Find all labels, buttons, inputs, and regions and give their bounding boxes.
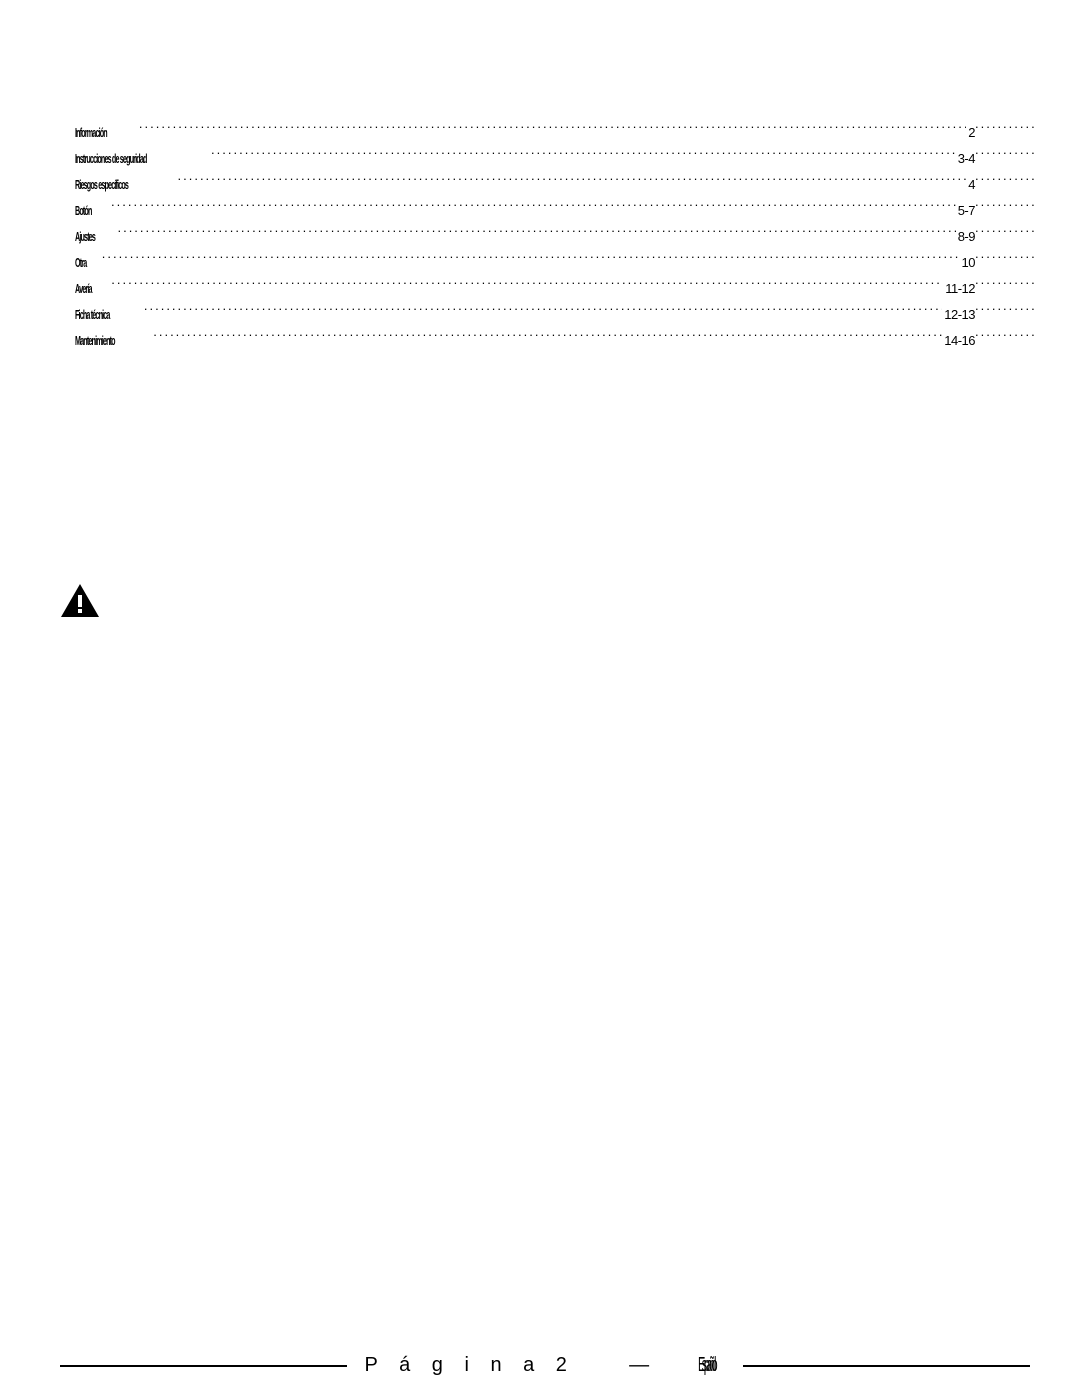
toc-page: 4 xyxy=(966,172,975,198)
toc-page: 5-7 xyxy=(956,198,975,224)
toc-leader xyxy=(111,202,956,215)
toc-leader-trail xyxy=(975,254,1035,267)
toc-leader-trail xyxy=(975,306,1035,319)
toc-label: Instrucciones de seguridad xyxy=(75,146,150,172)
toc-row: Ajustes 8-9 xyxy=(75,224,1035,250)
toc-page: 2 xyxy=(966,120,975,146)
toc-row: Botón 5-7 xyxy=(75,198,1035,224)
toc-leader xyxy=(178,176,967,189)
warning-icon xyxy=(60,583,100,619)
toc-leader xyxy=(139,124,966,137)
toc-label: Información xyxy=(75,120,110,146)
toc-label: Riesgos específicos xyxy=(75,172,131,198)
toc-page: 12-13 xyxy=(942,302,975,328)
toc-label: Mantenimiento xyxy=(75,328,118,354)
toc-label: Avería xyxy=(75,276,95,302)
toc-leader-trail xyxy=(975,280,1035,293)
footer-language: E s p a ñ o l xyxy=(698,1354,713,1377)
toc-leader-trail xyxy=(975,332,1035,345)
toc-row: Otra 10 xyxy=(75,250,1035,276)
footer-page-label: P á g i n a 2 xyxy=(365,1354,575,1376)
toc-page: 11-12 xyxy=(943,276,975,302)
page-footer: P á g i n a 2 — E s p a ñ o l xyxy=(60,1354,1030,1377)
toc-leader xyxy=(102,254,960,267)
toc-label: Botón xyxy=(75,198,95,224)
toc-page: 3-4 xyxy=(956,146,975,172)
toc-row: Riesgos específicos 4 xyxy=(75,172,1035,198)
toc-page: 14-16 xyxy=(942,328,975,354)
footer-rule-right xyxy=(743,1365,1030,1367)
toc-row: Información 2 xyxy=(75,120,1035,146)
toc-container: Información 2 Instrucciones de seguridad… xyxy=(75,120,1035,354)
toc-leader-trail xyxy=(975,150,1035,163)
toc-leader xyxy=(111,280,943,293)
toc-label: Ficha técnica xyxy=(75,302,113,328)
toc-leader-trail xyxy=(975,202,1035,215)
toc-page: 10 xyxy=(960,250,975,276)
toc-row: Ficha técnica 12-13 xyxy=(75,302,1035,328)
toc-leader xyxy=(153,332,942,345)
toc-leader xyxy=(117,228,955,241)
toc-page: 8-9 xyxy=(956,224,975,250)
toc-row: Avería 11-12 xyxy=(75,276,1035,302)
footer-dash: — xyxy=(629,1354,657,1376)
toc-row: Mantenimiento 14-16 xyxy=(75,328,1035,354)
toc-row: Instrucciones de seguridad 3-4 xyxy=(75,146,1035,172)
toc-leader-trail xyxy=(975,176,1035,189)
toc-leader-trail xyxy=(975,124,1035,137)
footer-text: P á g i n a 2 — E s p a ñ o l xyxy=(365,1354,726,1377)
toc-label: Ajustes xyxy=(75,224,98,250)
toc-leader xyxy=(144,306,942,319)
toc-label: Otra xyxy=(75,250,90,276)
footer-rule-left xyxy=(60,1365,347,1367)
toc-leader xyxy=(211,150,956,163)
toc-leader-trail xyxy=(975,228,1035,241)
